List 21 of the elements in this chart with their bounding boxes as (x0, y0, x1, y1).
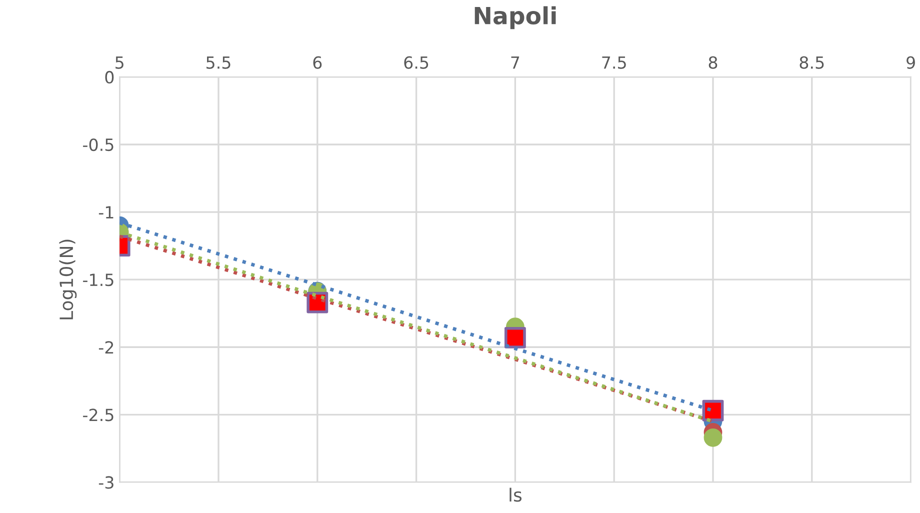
x-tick-label: 6.5 (404, 56, 428, 69)
y-tick-label: -2 (98, 341, 114, 354)
x-axis-title: ls (510, 488, 522, 502)
x-tick-label: 5.5 (206, 56, 230, 69)
x-tick-label: 5 (116, 56, 124, 69)
point (702, 400, 724, 422)
x-tick-label: 9 (906, 56, 915, 69)
x-tick-label: 8.5 (800, 56, 824, 69)
y-tick-label: -2.5 (83, 408, 114, 422)
y-tick-label: 0 (105, 70, 114, 84)
point (704, 428, 722, 447)
y-axis-title: Log10(N) (59, 240, 77, 320)
y-tick-label: -3 (98, 476, 114, 489)
y-tick-label: -1 (98, 206, 114, 218)
x-tick-label: 8 (708, 56, 718, 69)
x-tick-label: 7 (511, 56, 520, 69)
chart-title: Napoli (474, 6, 556, 30)
y-tick-label: -1.5 (83, 274, 114, 286)
x-tick-label: 6 (313, 56, 322, 69)
x-tick-label: 7.5 (602, 56, 626, 69)
y-tick-label: -0.5 (83, 138, 114, 152)
